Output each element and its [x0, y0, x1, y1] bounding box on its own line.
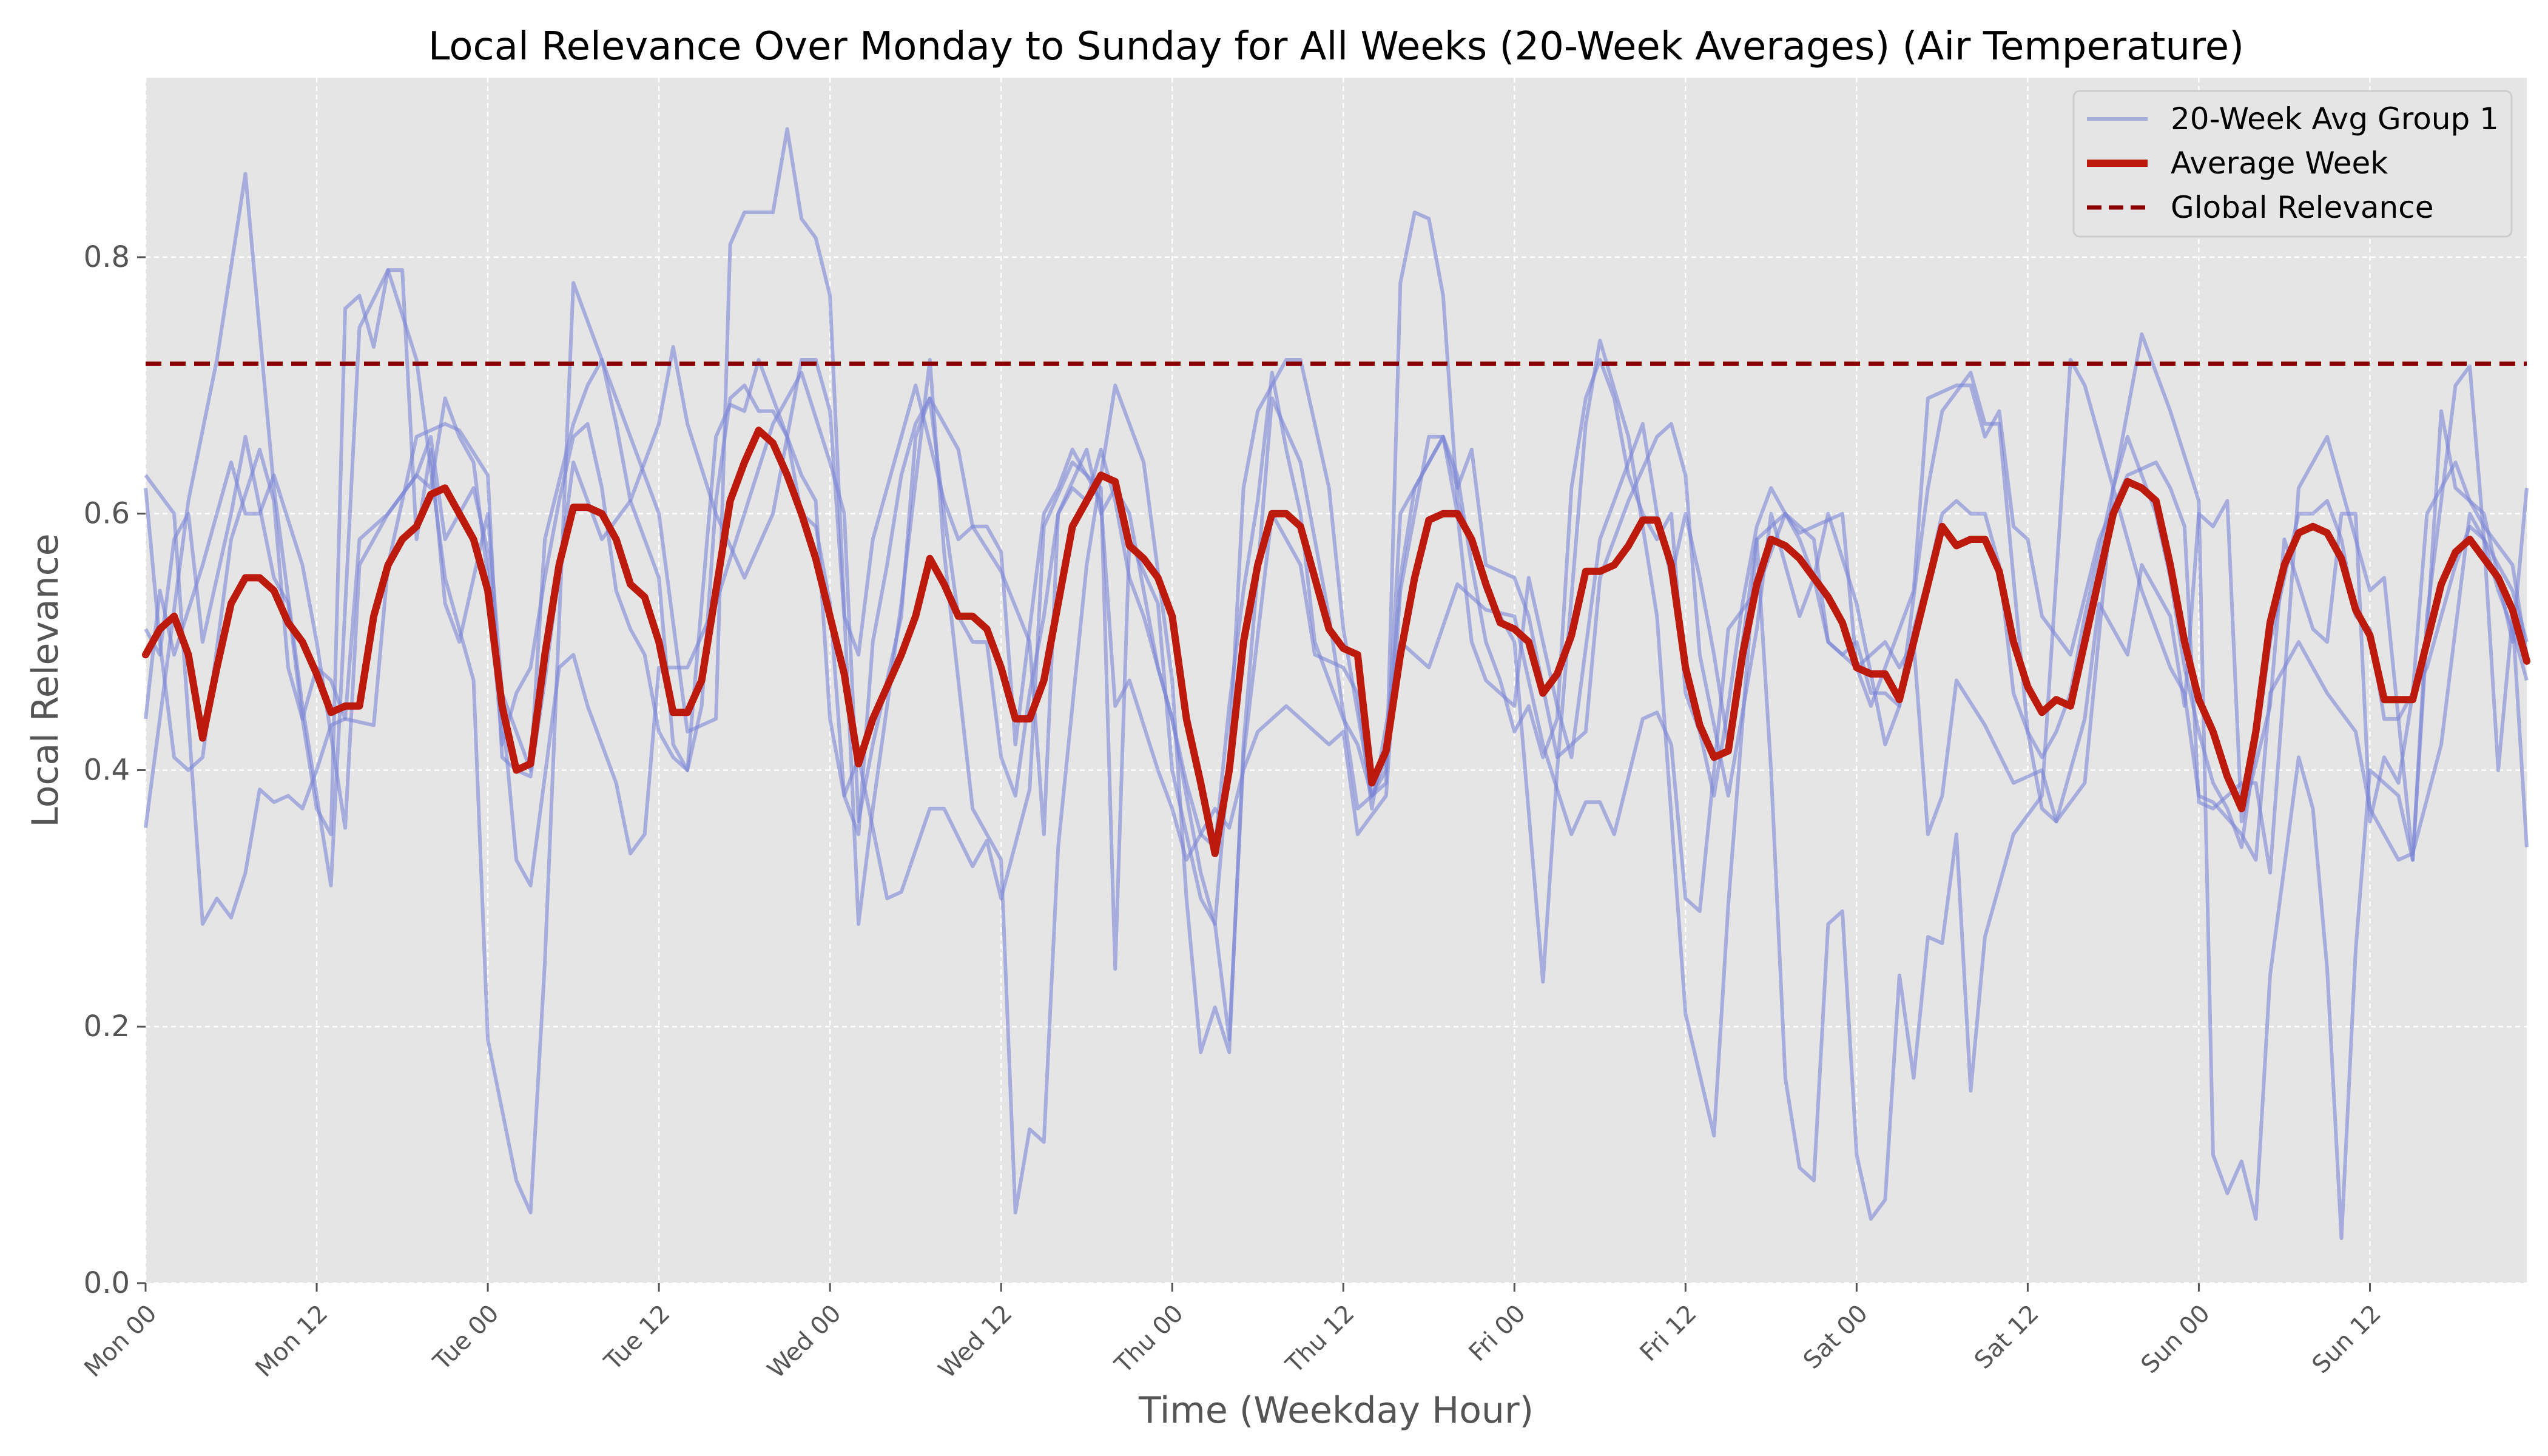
legend: 20-Week Avg Group 1 Average Week Global …: [2072, 90, 2513, 238]
legend-label-global-relevance: Global Relevance: [2171, 190, 2433, 225]
x-axis-label: Time (Weekday Hour): [1138, 1389, 1534, 1432]
chart-title: Local Relevance Over Monday to Sunday fo…: [428, 24, 2244, 69]
y-axis-label: Local Relevance: [24, 533, 67, 827]
group-series-line: [144, 127, 2529, 1240]
y-tick-label: 0.6: [84, 497, 130, 531]
average-week-line: [142, 426, 2530, 857]
average-week-layer: [142, 426, 2530, 857]
legend-label-average-week: Average Week: [2171, 146, 2388, 181]
gridlines: [144, 78, 2527, 1284]
y-tick-label: 0.8: [84, 240, 130, 274]
group-series-line: [144, 358, 2529, 849]
y-tick-label: 0.2: [84, 1009, 130, 1043]
y-tick-label: 0.0: [84, 1266, 130, 1300]
y-tick-label: 0.4: [84, 753, 130, 787]
legend-label-group: 20-Week Avg Group 1: [2171, 101, 2499, 136]
legend-box: [2072, 90, 2513, 238]
y-axis-ticks: 0.0 0.2 0.4 0.6 0.8: [84, 240, 146, 1300]
group-series-line: [144, 268, 2529, 862]
